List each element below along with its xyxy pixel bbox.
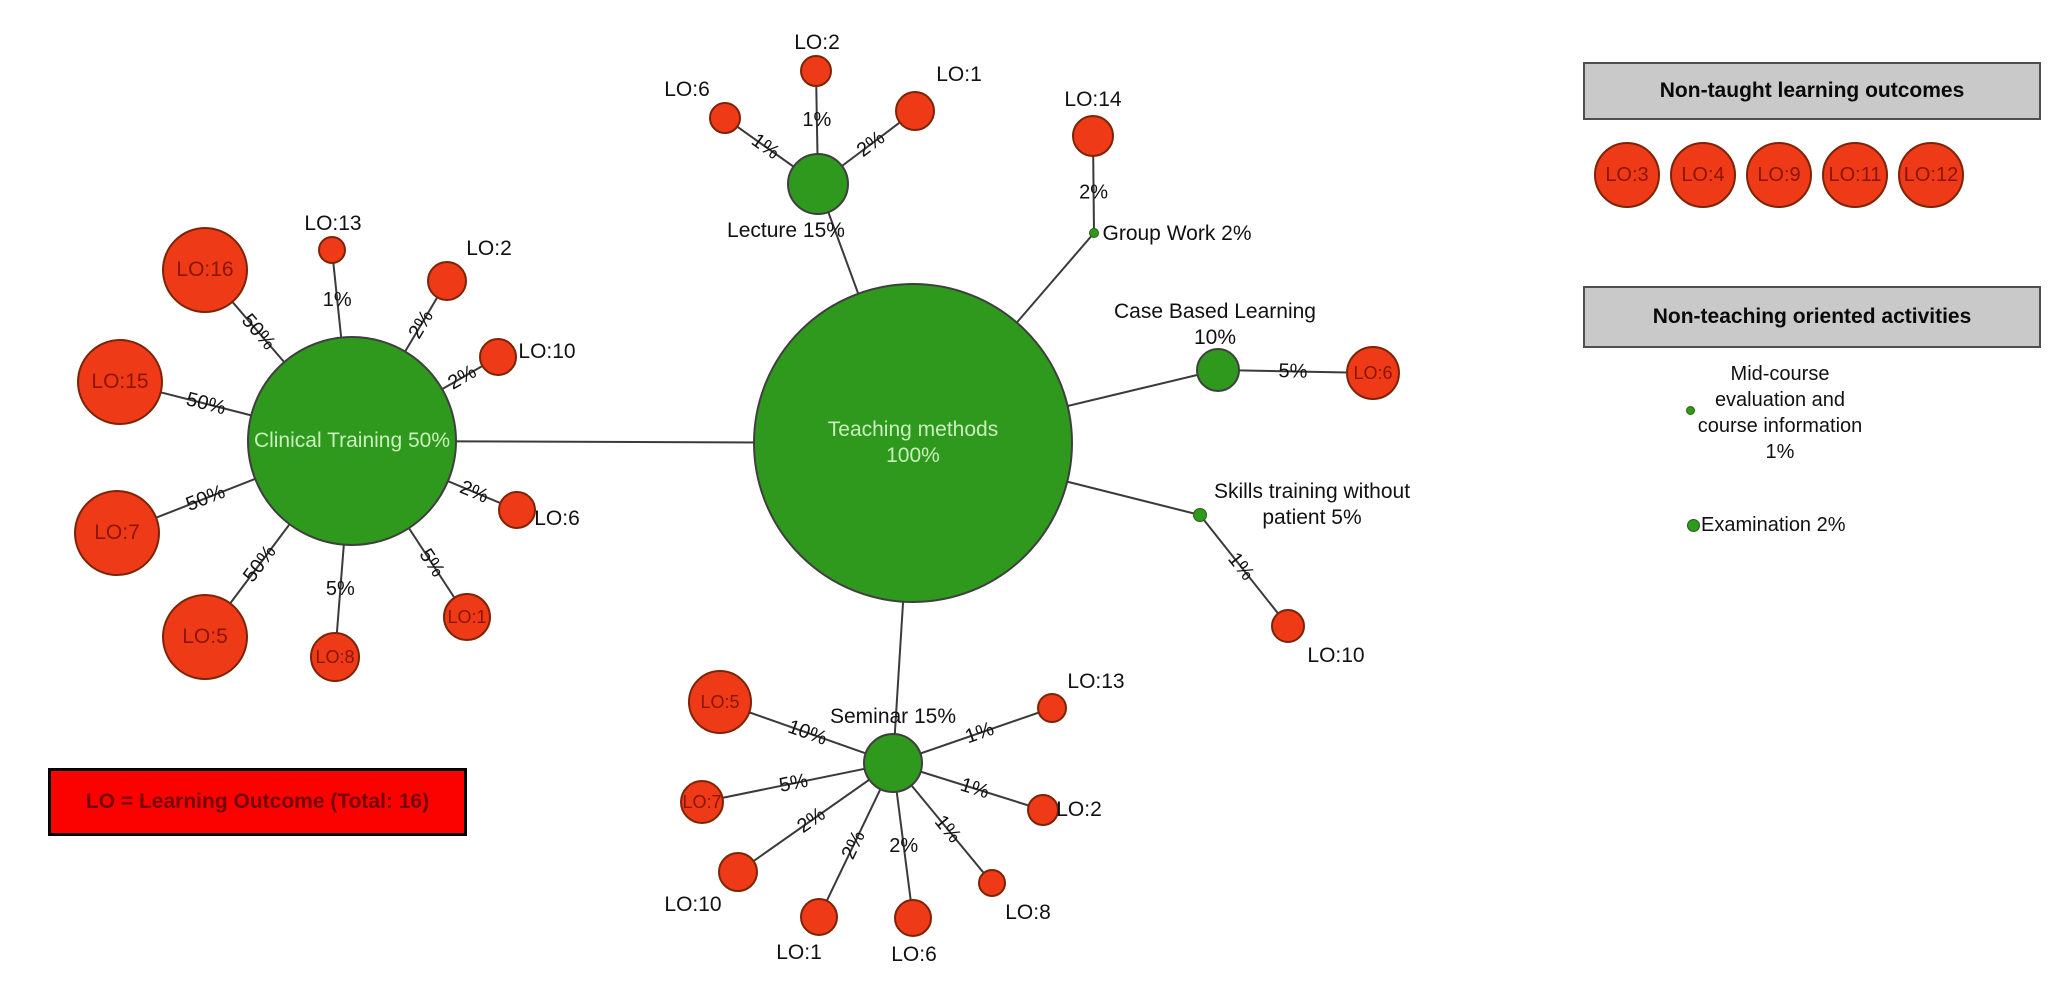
node-label-sem-lo8: LO:8 <box>1005 901 1051 924</box>
non-taught-outcomes-list: LO:3 LO:4 LO:9 LO:11 LO:12 <box>1594 142 1964 208</box>
node-gw-lo14 <box>1072 115 1114 157</box>
edge-weight-label-seminar-sem-lo10: 2% <box>793 803 829 838</box>
node-label-cl-lo6: LO:6 <box>534 507 580 530</box>
edge-weight-label-clinical-training-cl-lo7: 50% <box>183 481 228 516</box>
edge-weight-label-seminar-sem-lo5: 10% <box>785 716 830 750</box>
node-label-seminar: Seminar 15% <box>829 705 957 728</box>
node-sem-lo2 <box>1027 794 1059 826</box>
non-teaching-activities-header: Non-teaching oriented activities <box>1583 286 2041 348</box>
edge-seminar-sem-lo7 <box>701 762 894 803</box>
node-label-sem-lo6: LO:6 <box>891 943 937 966</box>
node-cl-lo16: LO:16 <box>162 227 248 313</box>
edge-weight-label-clinical-training-cl-lo15: 50% <box>184 388 228 419</box>
node-sem-lo7: LO:7 <box>680 780 724 824</box>
node-label-lecture: Lecture 15% <box>727 219 845 242</box>
non-taught-lo-circle-lo-11: LO:11 <box>1822 142 1888 208</box>
edge-weight-label-clinical-training-cl-lo1: 5% <box>415 545 449 581</box>
node-label-case-based-learning: Case Based Learning 10% <box>1114 300 1316 349</box>
node-label-sem-lo1: LO:1 <box>776 941 822 964</box>
edge-seminar-sem-lo10 <box>737 762 894 873</box>
mid-course-evaluation-label: Mid-course evaluation and course informa… <box>1697 363 1863 463</box>
edge-weight-label-clinical-training-cl-lo5: 50% <box>239 541 281 586</box>
node-cbl-lo6: LO:6 <box>1346 346 1400 400</box>
edge-weight-label-lecture-lec-lo2: 1% <box>802 109 831 131</box>
node-lec-lo2 <box>800 55 832 87</box>
node-label-group-work: Group Work 2% <box>1102 222 1252 245</box>
node-cl-lo7: LO:7 <box>74 490 160 576</box>
edge-weight-label-clinical-training-cl-lo16: 50% <box>237 310 280 355</box>
edge-skills-training-sk-lo10 <box>1199 514 1289 627</box>
edge-weight-label-seminar-sem-lo1: 2% <box>837 827 869 863</box>
edge-weight-label-seminar-sem-lo2: 1% <box>958 774 992 804</box>
edge-weight-label-clinical-training-cl-lo8: 5% <box>326 578 355 600</box>
node-sem-lo6 <box>894 899 932 937</box>
edge-weight-label-clinical-training-cl-lo2: 2% <box>404 306 438 342</box>
node-label-sk-lo10: LO:10 <box>1307 644 1365 667</box>
node-cl-lo6 <box>498 491 536 529</box>
edge-weight-label-group-work-gw-lo14: 2% <box>1079 181 1108 203</box>
node-seminar <box>863 733 923 793</box>
node-sem-lo8 <box>978 869 1006 897</box>
edge-weight-label-seminar-sem-lo6: 2% <box>889 835 918 857</box>
non-taught-lo-circle-lo-12: LO:12 <box>1898 142 1964 208</box>
node-sk-lo10 <box>1271 609 1305 643</box>
node-cl-lo10 <box>479 338 517 376</box>
node-skills-training <box>1193 508 1207 522</box>
edge-weight-label-seminar-sem-lo13: 1% <box>962 718 997 748</box>
node-lecture <box>787 153 849 215</box>
node-label-sem-lo13: LO:13 <box>1067 670 1125 693</box>
node-cl-lo13 <box>318 236 346 264</box>
node-cl-lo1: LO:1 <box>443 593 491 641</box>
non-taught-lo-circle-lo-4: LO:4 <box>1670 142 1736 208</box>
node-group-work <box>1089 228 1099 238</box>
edge-weight-label-seminar-sem-lo8: 1% <box>930 811 966 847</box>
node-label-lec-lo6: LO:6 <box>664 78 710 101</box>
node-label-skills-training: Skills training without patient 5% <box>1213 480 1411 529</box>
node-cl-lo8: LO:8 <box>310 632 360 682</box>
lo-key-box: LO = Learning Outcome (Total: 16) <box>48 768 467 836</box>
examination-label: Examination 2% <box>1701 513 1846 536</box>
node-clinical-training: Clinical Training 50% <box>247 336 457 546</box>
examination-item: Examination 2% <box>1687 514 1846 536</box>
edge-weight-label-lecture-lec-lo6: 1% <box>747 129 783 164</box>
edge-weight-label-lecture-lec-lo1: 2% <box>853 127 889 162</box>
non-taught-lo-circle-lo-9: LO:9 <box>1746 142 1812 208</box>
node-sem-lo5: LO:5 <box>688 670 752 734</box>
node-sem-lo1 <box>800 898 838 936</box>
node-lec-lo1 <box>895 91 935 131</box>
node-label-cl-lo2: LO:2 <box>466 237 512 260</box>
edge-weight-label-clinical-training-cl-lo13: 1% <box>323 289 352 311</box>
node-sem-lo10 <box>718 852 758 892</box>
node-label-sem-lo2: LO:2 <box>1056 798 1102 821</box>
edge-weight-label-case-based-learning-cbl-lo6: 5% <box>1278 360 1308 383</box>
node-teaching-methods: Teaching methods 100% <box>753 283 1073 603</box>
node-label-cl-lo13: LO:13 <box>304 212 362 235</box>
edge-weight-label-clinical-training-cl-lo6: 2% <box>457 476 492 508</box>
node-cl-lo5: LO:5 <box>162 594 248 680</box>
mid-course-node-dot <box>1686 406 1695 415</box>
node-label-lec-lo2: LO:2 <box>794 31 840 54</box>
node-label-sem-lo10: LO:10 <box>664 893 722 916</box>
node-sem-lo13 <box>1037 693 1067 723</box>
non-taught-lo-circle-lo-3: LO:3 <box>1594 142 1660 208</box>
edge-weight-label-skills-training-sk-lo10: 1% <box>1223 548 1258 584</box>
node-cl-lo15: LO:15 <box>77 339 163 425</box>
non-taught-outcomes-header: Non-taught learning outcomes <box>1583 62 2041 120</box>
edge-weight-label-clinical-training-cl-lo10: 2% <box>444 361 480 395</box>
node-label-lec-lo1: LO:1 <box>936 63 982 86</box>
edge-weight-label-seminar-sem-lo7: 5% <box>777 770 810 797</box>
node-label-gw-lo14: LO:14 <box>1064 88 1122 111</box>
examination-node-dot <box>1687 518 1700 532</box>
node-lec-lo6 <box>709 102 741 134</box>
node-case-based-learning <box>1196 348 1240 392</box>
node-cl-lo2 <box>427 261 467 301</box>
node-label-cl-lo10: LO:10 <box>518 340 576 363</box>
